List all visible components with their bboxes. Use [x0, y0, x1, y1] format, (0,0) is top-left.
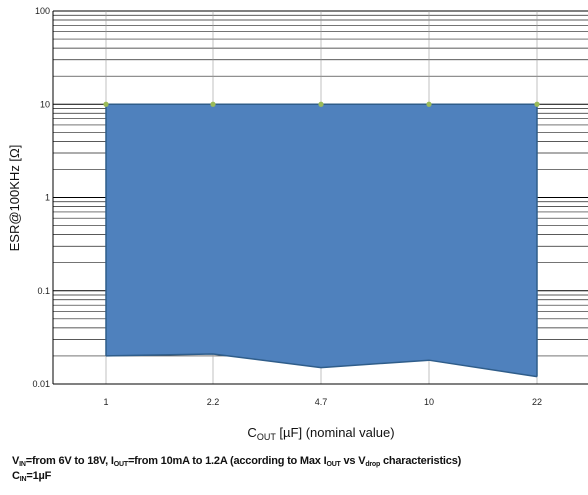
conditions-line-2: CIN=1µF	[12, 470, 52, 483]
y-tick-label: 0.1	[37, 286, 50, 296]
lower-bound-line	[105, 353, 538, 378]
y-tick-label: 10	[40, 99, 50, 109]
y-tick-label: 100	[35, 6, 50, 16]
stable-region	[103, 101, 540, 378]
x-axis-title: COUT [µF] (nominal value)	[247, 425, 394, 442]
tick-labels: 100 10 1 0.1 0.01 1 2.2 4.7 10 22	[32, 6, 542, 407]
upper-bound-marker	[534, 101, 540, 107]
x-tick-label: 10	[424, 397, 434, 407]
x-tick-label: 1	[103, 397, 108, 407]
y-tick-label: 1	[45, 193, 50, 203]
y-axis-title: ESR@100KHz [Ω]	[7, 145, 22, 252]
y-tick-label: 0.01	[32, 379, 50, 389]
conditions-line-1: VIN=from 6V to 18V, IOUT=from 10mA to 1.…	[12, 455, 462, 468]
upper-bound-marker	[103, 101, 109, 107]
x-tick-label: 22	[532, 397, 542, 407]
upper-bound-marker	[318, 101, 324, 107]
x-tick-label: 2.2	[207, 397, 220, 407]
upper-bound-marker	[426, 101, 432, 107]
stable-area-fill	[106, 104, 537, 377]
axes	[52, 11, 588, 385]
upper-bound-marker	[210, 101, 216, 107]
x-tick-label: 4.7	[315, 397, 328, 407]
